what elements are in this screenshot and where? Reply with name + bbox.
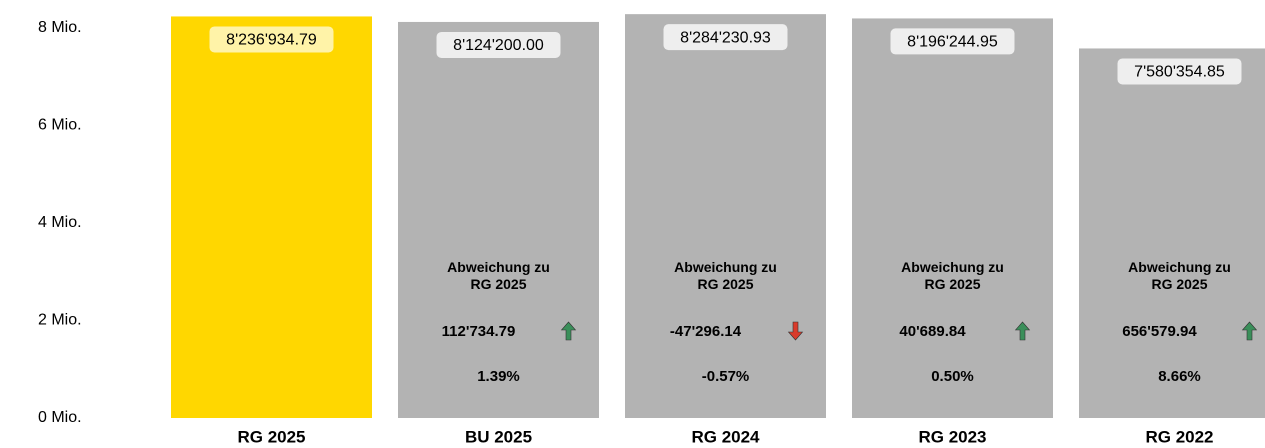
value-label-box: [663, 24, 788, 51]
arrow-up: [560, 321, 577, 341]
deviation-value: 112'734.79: [441, 323, 516, 340]
deviation-value: -47'296.14: [669, 323, 742, 340]
bar: [1079, 48, 1265, 418]
deviation-percent: 1.39%: [477, 368, 520, 385]
x-tick-label: RG 2024: [691, 427, 760, 446]
arrow-down: [787, 321, 804, 341]
x-tick-label: RG 2025: [237, 427, 305, 446]
deviation-value: 656'579.94: [1122, 323, 1197, 340]
bar: [852, 18, 1053, 419]
bar: [398, 21, 599, 418]
deviation-heading: Abweichung zu RG 2025: [901, 259, 1004, 292]
bar: [625, 14, 826, 419]
y-tick-label: 0 Mio.: [38, 409, 82, 426]
x-tick-label: BU 2025: [465, 427, 532, 446]
x-tick-label: RG 2022: [1145, 427, 1213, 446]
deviation-heading: Abweichung zu RG 2025: [1128, 259, 1231, 292]
value-label: 8'236'934.79: [226, 32, 317, 49]
y-tick-label: 4 Mio.: [38, 214, 82, 231]
value-label-box: [890, 28, 1015, 55]
deviation-percent: 8.66%: [1158, 368, 1201, 385]
value-label: 8'284'230.93: [680, 29, 771, 46]
deviation-percent: 0.50%: [931, 368, 974, 385]
arrow-up: [1241, 321, 1258, 341]
deviation-heading: Abweichung zu RG 2025: [674, 259, 777, 292]
value-label-box: [209, 26, 334, 53]
deviation-heading: Abweichung zu RG 2025: [447, 259, 550, 292]
value-label: 7'580'354.85: [1134, 64, 1225, 81]
y-tick-label: 6 Mio.: [38, 117, 82, 134]
arrow-up: [1014, 321, 1031, 341]
deviation-value: 40'689.84: [899, 323, 966, 340]
value-label: 8'124'200.00: [453, 37, 544, 54]
deviation-percent: -0.57%: [701, 368, 750, 385]
y-tick-label: 2 Mio.: [38, 312, 82, 329]
x-tick-label: RG 2023: [918, 427, 986, 446]
value-label-box: [436, 31, 561, 58]
value-label: 8'196'244.95: [907, 34, 998, 51]
value-label-box: [1117, 58, 1242, 85]
y-tick-label: 8 Mio.: [38, 19, 82, 36]
bar: [171, 16, 372, 418]
